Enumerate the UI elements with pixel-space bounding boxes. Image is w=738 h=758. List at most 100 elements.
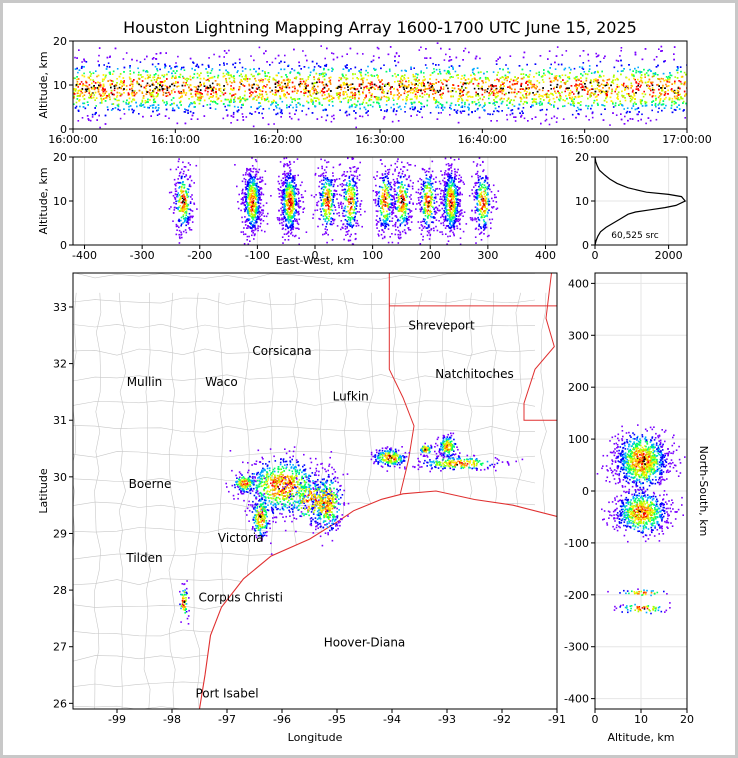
source-point: [286, 79, 288, 81]
source-point: [112, 70, 115, 73]
source-point: [310, 100, 312, 102]
source-point: [532, 104, 534, 107]
source-point: [563, 82, 566, 84]
source-point: [410, 66, 412, 69]
source-point: [678, 98, 681, 101]
source-point: [81, 61, 83, 63]
source-point: [113, 85, 116, 87]
source-point: [511, 83, 514, 86]
source-point: [362, 77, 365, 79]
source-point: [264, 99, 266, 102]
source-point: [197, 96, 199, 99]
source-point: [215, 91, 217, 93]
source-point: [237, 97, 239, 100]
source-point: [494, 96, 497, 99]
source-point: [98, 84, 100, 87]
source-point: [299, 103, 301, 106]
source-point: [252, 75, 254, 78]
source-point: [303, 83, 306, 86]
source-point: [526, 63, 528, 66]
source-point: [565, 87, 567, 90]
source-point: [313, 66, 316, 68]
source-point: [429, 82, 431, 85]
source-point: [318, 73, 321, 75]
source-point: [383, 90, 385, 93]
source-point: [439, 72, 442, 75]
source-point: [620, 49, 622, 52]
source-point: [259, 105, 262, 107]
source-point: [527, 84, 529, 86]
source-point: [494, 101, 496, 103]
source-point: [255, 99, 258, 101]
source-point: [274, 91, 277, 94]
source-point: [426, 99, 429, 102]
source-point: [598, 85, 600, 88]
source-point: [635, 92, 637, 94]
source-point: [331, 115, 333, 118]
source-point: [154, 100, 156, 103]
source-point: [345, 78, 347, 81]
source-point: [533, 101, 536, 103]
source-point: [378, 102, 380, 105]
source-point: [279, 96, 282, 98]
source-point: [114, 98, 117, 101]
source-point: [432, 62, 434, 65]
source-point: [95, 105, 97, 107]
source-point: [575, 79, 578, 82]
source-point: [146, 74, 149, 76]
source-point: [671, 100, 673, 103]
source-point: [392, 110, 395, 113]
source-point: [218, 88, 220, 90]
source-point: [640, 79, 642, 82]
source-point: [673, 46, 676, 48]
source-point: [88, 90, 91, 93]
source-point: [541, 95, 544, 97]
source-point: [616, 83, 619, 86]
source-point: [472, 71, 474, 74]
source-point: [350, 68, 352, 70]
source-point: [223, 62, 225, 64]
source-point: [94, 82, 97, 84]
source-point: [485, 78, 487, 81]
source-point: [166, 73, 168, 76]
source-point: [666, 79, 668, 82]
source-point: [578, 108, 580, 111]
source-point: [80, 67, 83, 69]
source-point: [267, 100, 270, 103]
source-point: [269, 64, 271, 66]
source-point: [188, 98, 190, 100]
source-point: [420, 106, 423, 108]
source-point: [277, 84, 279, 87]
source-point: [507, 98, 510, 100]
source-point: [272, 77, 275, 80]
source-point: [361, 83, 364, 86]
source-point: [260, 79, 262, 82]
source-point: [96, 119, 98, 121]
source-point: [655, 105, 657, 108]
source-point: [459, 96, 462, 98]
source-point: [465, 99, 468, 101]
source-point: [307, 90, 310, 92]
source-point: [676, 77, 679, 79]
source-point: [641, 92, 644, 95]
source-point: [324, 64, 326, 67]
source-point: [352, 93, 355, 95]
source-point: [176, 65, 179, 68]
source-point: [365, 102, 368, 104]
source-point: [634, 78, 636, 81]
source-point: [184, 122, 187, 125]
source-point: [640, 102, 642, 104]
source-point: [276, 112, 279, 115]
source-point: [134, 90, 136, 92]
source-point: [305, 89, 308, 92]
source-point: [240, 73, 242, 76]
source-point: [338, 95, 341, 98]
source-point: [249, 78, 251, 80]
source-point: [91, 116, 94, 118]
source-point: [598, 90, 601, 93]
source-point: [679, 66, 682, 68]
source-point: [610, 84, 612, 87]
source-point: [290, 117, 293, 120]
source-point: [510, 88, 513, 90]
source-point: [101, 95, 104, 97]
